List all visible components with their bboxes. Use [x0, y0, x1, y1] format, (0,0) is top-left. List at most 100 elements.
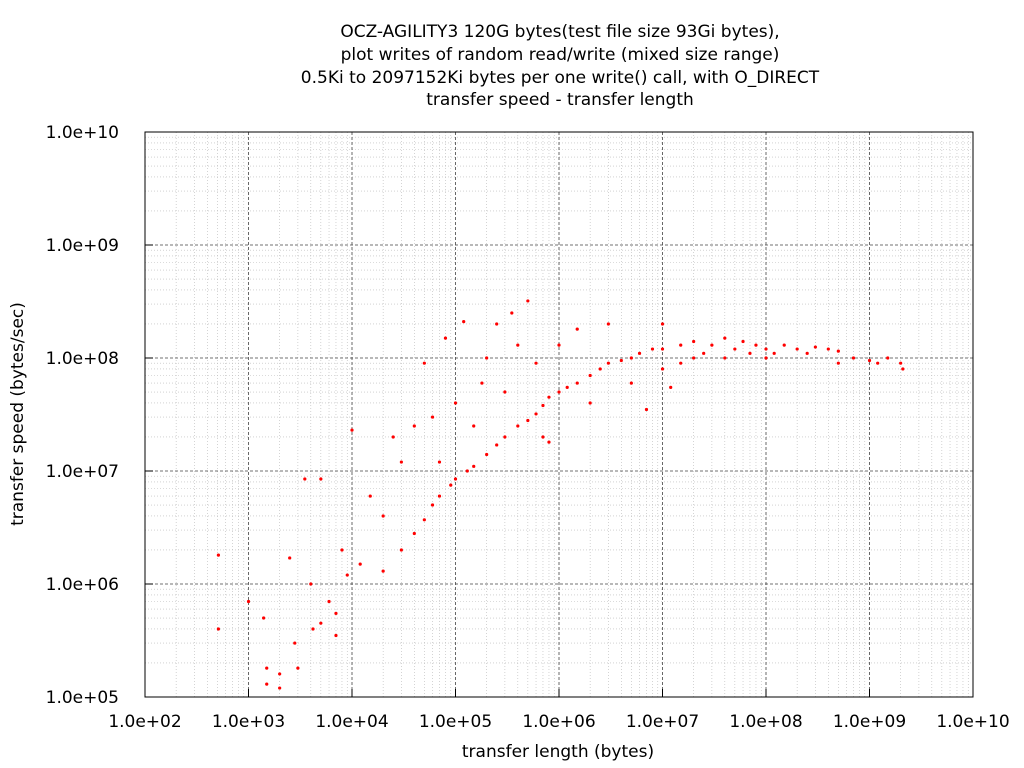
data-point	[350, 428, 354, 432]
data-point	[805, 351, 809, 355]
data-point	[669, 385, 673, 389]
data-point	[503, 390, 507, 394]
data-point	[692, 356, 696, 360]
data-point	[741, 339, 745, 344]
data-point	[764, 356, 768, 360]
x-tick-label: 1.0e+06	[522, 712, 595, 732]
data-points	[216, 299, 905, 690]
data-point	[288, 556, 292, 560]
y-tick-label: 1.0e+09	[46, 236, 119, 256]
data-point	[510, 311, 514, 315]
x-tick-label: 1.0e+04	[315, 712, 388, 732]
data-point	[679, 361, 683, 365]
title-line-4: transfer speed - transfer length	[426, 90, 694, 110]
data-point	[565, 385, 569, 389]
data-point	[629, 381, 633, 385]
data-point	[345, 573, 349, 577]
data-point	[575, 381, 579, 385]
data-point	[526, 418, 530, 423]
data-point	[462, 319, 466, 324]
data-point	[826, 347, 830, 351]
y-tick-label: 1.0e+06	[46, 575, 119, 595]
data-point	[296, 666, 300, 670]
data-point	[246, 599, 251, 604]
data-point	[334, 633, 338, 638]
data-point	[216, 553, 221, 557]
data-point	[541, 435, 545, 439]
data-point	[851, 356, 856, 360]
data-point	[216, 627, 221, 631]
data-point	[575, 327, 579, 331]
data-point	[472, 424, 476, 428]
data-point	[449, 483, 453, 487]
data-point	[782, 343, 786, 347]
data-point	[723, 336, 727, 340]
data-point	[598, 367, 602, 371]
data-point	[340, 548, 344, 552]
y-tick-label: 1.0e+05	[46, 688, 119, 708]
data-point	[265, 666, 269, 670]
data-point	[453, 401, 458, 405]
grid	[144, 131, 974, 698]
data-point	[465, 469, 469, 473]
data-point	[422, 518, 426, 522]
data-point	[412, 531, 416, 536]
data-point	[886, 356, 890, 360]
data-point	[327, 599, 331, 604]
data-point	[710, 343, 714, 347]
y-axis-ticks: 1.0e+05 1.0e+06 1.0e+07 1.0e+08 1.0e+09 1.0e+…	[46, 123, 153, 708]
data-point	[660, 322, 665, 326]
data-point	[534, 361, 538, 365]
data-point	[588, 401, 592, 405]
data-point	[557, 343, 561, 347]
data-point	[311, 627, 315, 631]
data-point	[443, 336, 448, 340]
data-point	[754, 343, 758, 347]
data-point	[399, 460, 403, 464]
data-point	[723, 356, 727, 360]
data-point	[412, 424, 416, 428]
data-point	[485, 452, 489, 457]
data-point	[422, 361, 426, 365]
data-point	[650, 347, 655, 351]
data-point	[391, 435, 395, 439]
data-point	[303, 477, 307, 481]
data-point	[319, 621, 323, 625]
data-point	[516, 343, 520, 347]
y-tick-label: 1.0e+08	[46, 349, 119, 369]
data-point	[472, 464, 476, 468]
x-tick-label: 1.0e+02	[108, 712, 181, 732]
title-line-3: 0.5Ki to 2097152Ki bytes per one write()…	[301, 68, 820, 88]
data-point	[526, 299, 530, 303]
data-point	[430, 415, 435, 419]
data-point	[772, 351, 776, 355]
data-point	[319, 477, 323, 481]
data-point	[795, 347, 799, 351]
data-point	[867, 358, 872, 363]
data-point	[278, 672, 282, 676]
data-point	[679, 343, 683, 347]
y-tick-label: 1.0e+10	[46, 123, 119, 143]
x-tick-label: 1.0e+07	[626, 712, 699, 732]
data-point	[813, 345, 817, 349]
data-point	[334, 611, 338, 615]
x-axis-ticks: 1.0e+02 1.0e+03 1.0e+04 1.0e+05 1.0e+06 1.0e+…	[108, 689, 1010, 732]
data-point	[901, 367, 905, 371]
data-point	[516, 424, 520, 428]
data-point	[629, 356, 633, 360]
data-point	[278, 686, 282, 690]
data-point	[547, 395, 551, 399]
data-point	[534, 412, 538, 416]
data-point	[485, 356, 489, 360]
data-point	[644, 407, 649, 412]
data-point	[836, 349, 840, 353]
y-axis-label: transfer speed (bytes/sec)	[8, 302, 28, 526]
title-line-2: plot writes of random read/write (mixed …	[341, 45, 780, 65]
data-point	[368, 494, 372, 498]
data-point	[495, 443, 499, 447]
data-point	[430, 503, 435, 507]
data-point	[619, 358, 623, 363]
data-point	[293, 641, 297, 645]
data-point	[437, 460, 442, 464]
